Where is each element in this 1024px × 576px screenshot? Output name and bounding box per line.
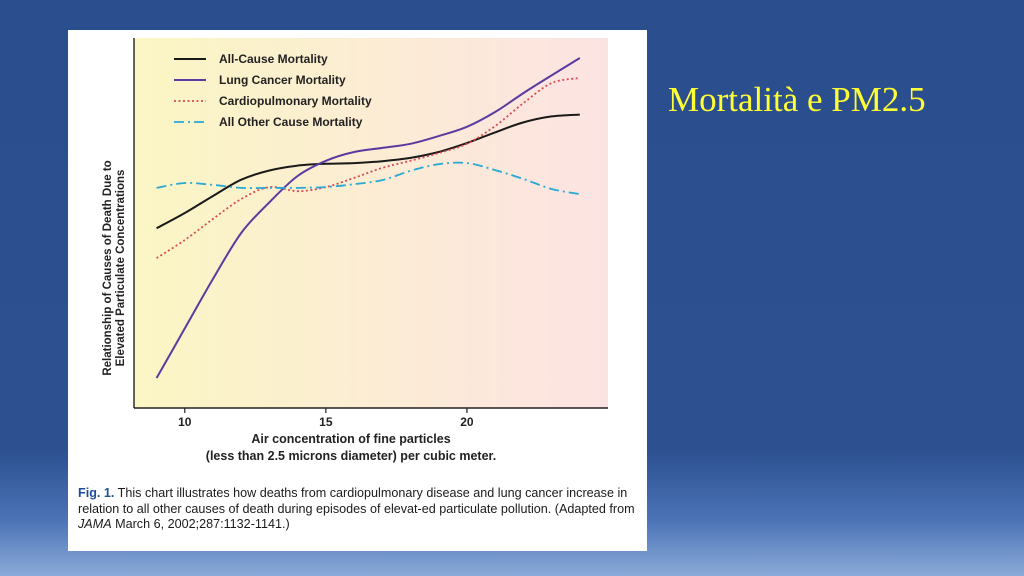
y-axis-label-line1: Relationship of Causes of Death Due to xyxy=(102,160,114,375)
series-line-3 xyxy=(156,77,580,259)
legend-label-2: Lung Cancer Mortality xyxy=(219,73,346,87)
legend-label-1: All-Cause Mortality xyxy=(219,52,328,66)
x-axis-label-line2: (less than 2.5 microns diameter) per cub… xyxy=(206,449,496,463)
x-tick-label: 15 xyxy=(319,415,333,429)
figure-caption: Fig. 1. This chart illustrates how death… xyxy=(78,486,644,533)
caption-journal: JAMA xyxy=(78,517,112,531)
caption-label: Fig. 1. xyxy=(78,486,115,500)
figure-panel: 10 15 20 Air concentration of fine particl… xyxy=(68,30,647,551)
caption-citation: March 6, 2002;287:1132-1141.) xyxy=(115,517,290,531)
caption-text: This chart illustrates how deaths from c… xyxy=(78,486,635,516)
x-tick-layer: 10 15 20 xyxy=(178,408,474,429)
series-line-1 xyxy=(156,113,580,230)
series-layer xyxy=(155,57,581,379)
x-axis-label-line1: Air concentration of fine particles xyxy=(251,432,450,446)
x-tick-label: 20 xyxy=(460,415,474,429)
legend-label-3: Cardiopulmonary Mortality xyxy=(219,94,372,108)
series-line-2 xyxy=(155,57,581,379)
line-chart: 10 15 20 Air concentration of fine particl… xyxy=(102,38,608,463)
x-tick-label: 10 xyxy=(178,415,192,429)
legend-label-4: All Other Cause Mortality xyxy=(219,115,363,129)
y-axis-label-line2: Elevated Particulate Concentrations xyxy=(115,170,127,367)
slide-title: Mortalità e PM2.5 xyxy=(668,80,926,119)
chart-legend: All-Cause Mortality Lung Cancer Mortality… xyxy=(174,52,372,129)
